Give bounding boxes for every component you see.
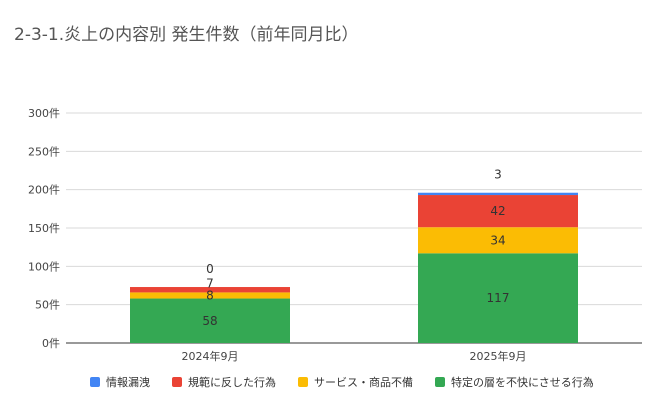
bars: 58 870 117 34 42 3 <box>130 168 578 343</box>
legend-label: 規範に反した行為 <box>188 375 276 389</box>
y-tick-label: 100件 <box>28 260 60 273</box>
y-tick-label: 250件 <box>28 145 60 158</box>
legend-swatch <box>435 377 445 387</box>
legend-label: サービス・商品不備 <box>314 375 413 389</box>
y-tick-label: 200件 <box>28 184 60 197</box>
data-label: 7 <box>206 276 214 290</box>
data-label: 42 <box>490 204 505 218</box>
legend-label: 特定の層を不快にさせる行為 <box>451 375 594 389</box>
chart-title: 2-3-1.炎上の内容別 発生件数（前年同月比） <box>14 25 359 45</box>
x-tick-label: 2024年9月 <box>182 349 239 363</box>
bar-segment <box>130 287 290 293</box>
x-tick-label: 2025年9月 <box>470 349 527 363</box>
bar-segment <box>418 192 578 196</box>
y-tick-label: 150件 <box>28 222 60 235</box>
legend: 情報漏洩 規範に反した行為 サービス・商品不備 特定の層を不快にさせる行為 <box>90 375 594 389</box>
bar-segment <box>418 195 578 228</box>
bar-segment <box>130 298 290 343</box>
y-tick-label: 50件 <box>35 299 60 312</box>
data-label: 34 <box>490 233 505 247</box>
legend-swatch <box>90 377 100 387</box>
y-tick-label: 0件 <box>42 337 60 350</box>
legend-label: 情報漏洩 <box>106 375 150 389</box>
data-label: 0 <box>206 262 214 276</box>
bar-segment <box>418 253 578 343</box>
legend-swatch <box>298 377 308 387</box>
bar-segment <box>418 227 578 254</box>
data-label: 3 <box>494 168 502 182</box>
y-tick-label: 300件 <box>28 107 60 120</box>
data-label: 8 <box>206 288 214 302</box>
data-label: 58 <box>202 314 217 328</box>
y-axis: 0件 50件 100件 150件 200件 250件 300件 <box>28 107 60 350</box>
bar-segment <box>130 292 290 299</box>
data-label: 117 <box>487 291 510 305</box>
legend-swatch <box>172 377 182 387</box>
x-axis: 2024年9月 2025年9月 <box>182 349 527 363</box>
